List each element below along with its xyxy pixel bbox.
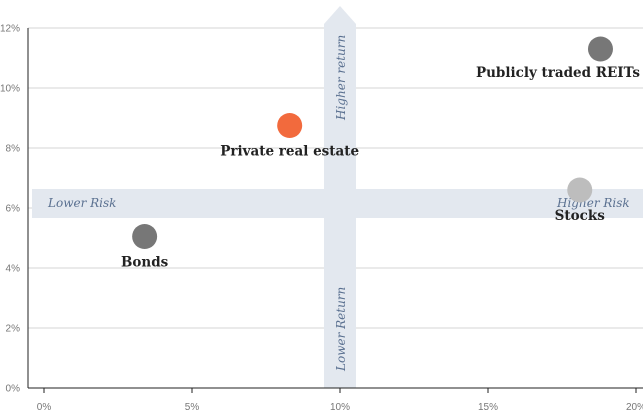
point-label-stocks: Stocks: [555, 208, 606, 224]
tick-labels: 0% 2% 4% 6% 8% 10% 12% 0% 5% 10% 15% 20%: [0, 24, 643, 414]
point-stocks: [567, 177, 593, 203]
lower-return-label: Lower Return: [334, 287, 348, 372]
vertical-return-arrow: [324, 6, 356, 388]
lower-risk-label: Lower Risk: [47, 196, 116, 210]
point-publicly-traded-reits: [587, 36, 613, 62]
point-label-bonds: Bonds: [121, 255, 169, 271]
y-tick-label: 8%: [6, 144, 21, 155]
x-tick-label: 20%: [626, 402, 643, 413]
point-bonds: [132, 224, 158, 249]
y-tick-label: 6%: [6, 204, 21, 215]
y-tick-label: 2%: [6, 324, 21, 335]
x-tick-label: 10%: [330, 402, 350, 413]
risk-return-bands: Lower Risk Higher Risk Higher return Low…: [32, 6, 643, 388]
x-tick-label: 5%: [185, 402, 200, 413]
data-points: Bonds Private real estate Stocks Publicly t…: [121, 36, 640, 271]
higher-return-label: Higher return: [334, 35, 348, 121]
y-tick-label: 0%: [6, 384, 21, 395]
x-tick-label: 0%: [37, 402, 52, 413]
axes: [27, 28, 643, 389]
point-label-private-real-estate: Private real estate: [220, 144, 359, 160]
y-tick-label: 10%: [0, 84, 20, 95]
y-tick-label: 12%: [0, 24, 20, 35]
point-label-publicly-traded-reits: Publicly traded REITs: [476, 65, 640, 81]
x-tick-label: 15%: [478, 402, 498, 413]
y-tick-label: 4%: [6, 264, 21, 275]
point-private-real-estate: [277, 113, 303, 138]
